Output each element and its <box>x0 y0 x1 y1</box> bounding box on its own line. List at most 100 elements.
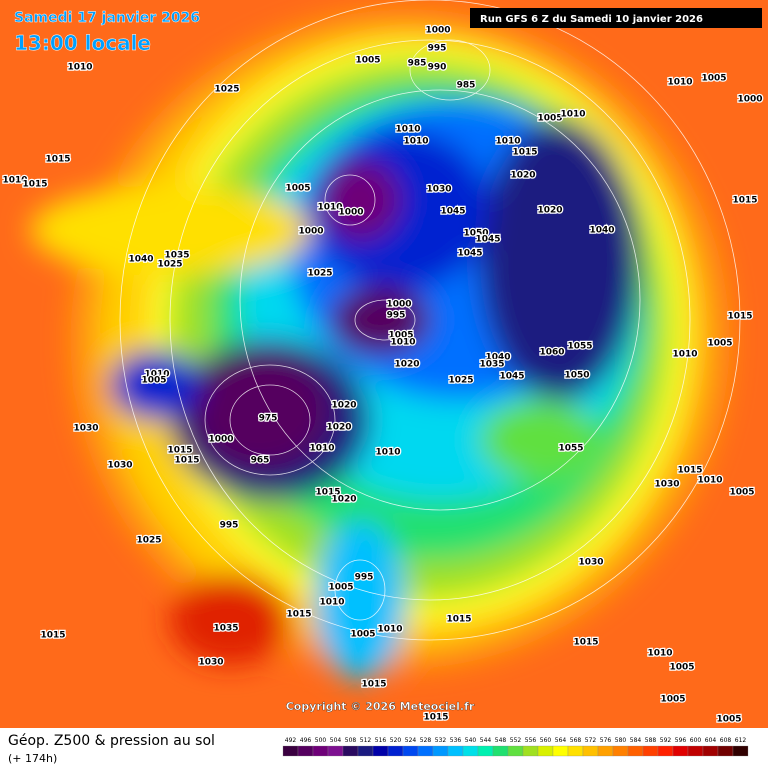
isobar-label: 1005 <box>285 184 310 194</box>
scale-label: 492 <box>285 737 297 744</box>
isobar-label: 1005 <box>328 583 353 593</box>
scale-cell <box>387 745 404 757</box>
isobar-label: 1050 <box>564 371 589 381</box>
scale-label: 544 <box>480 737 492 744</box>
scale-cell <box>327 745 344 757</box>
isobar-label: 965 <box>251 456 270 466</box>
scale-cell <box>717 745 734 757</box>
isobar-label: 1005 <box>537 114 562 124</box>
isobar-label: 1035 <box>164 251 189 261</box>
scale-label: 508 <box>345 737 357 744</box>
scale-label: 596 <box>675 737 687 744</box>
isobar-label: 1005 <box>729 488 754 498</box>
scale-label: 612 <box>735 737 747 744</box>
isobar-label: 1010 <box>144 370 169 380</box>
isobar-label: 995 <box>387 311 406 321</box>
isobar-label: 1040 <box>485 353 510 363</box>
scale-label: 572 <box>585 737 597 744</box>
isobar-label: 1015 <box>40 631 65 641</box>
isobar-label: 1010 <box>2 176 27 186</box>
scale-cell <box>567 745 584 757</box>
isobar-label: 1005 <box>660 695 685 705</box>
isobar-label: 1000 <box>386 300 411 310</box>
scale-label: 528 <box>420 737 432 744</box>
isobar-label: 1005 <box>350 630 375 640</box>
isobar-label: 1045 <box>457 249 482 259</box>
scale-label: 536 <box>450 737 462 744</box>
isobar-label: 1030 <box>73 424 98 434</box>
isobar-label: 1015 <box>677 466 702 476</box>
isobar-label: 1005 <box>707 339 732 349</box>
isobar-label: 1015 <box>423 713 448 723</box>
scale-label: 560 <box>540 737 552 744</box>
isobar-label: 1035 <box>213 624 238 634</box>
isobar-label: 1000 <box>425 26 450 36</box>
copyright: Copyright © 2026 Meteociel.fr <box>286 700 475 713</box>
scale-cell <box>732 745 749 757</box>
isobar-label: 985 <box>408 59 427 69</box>
run-box <box>470 8 762 28</box>
isobar-label: 995 <box>428 44 447 54</box>
isobar-label: 1000 <box>737 95 762 105</box>
scale-cell <box>492 745 509 757</box>
isobar-label: 1010 <box>390 338 415 348</box>
scale-label: 568 <box>570 737 582 744</box>
isobar-label: 1040 <box>589 226 614 236</box>
isobar-label: 1055 <box>567 342 592 352</box>
isobar-label: 1005 <box>669 663 694 673</box>
scale-cell <box>402 745 419 757</box>
scale-cell <box>357 745 374 757</box>
scale-cell <box>477 745 494 757</box>
isobar-label: 1010 <box>377 625 402 635</box>
lead-time: (+ 174h) <box>8 752 57 765</box>
isobar-label: 1015 <box>45 155 70 165</box>
isobar-label: 1020 <box>331 401 356 411</box>
scale-cell <box>297 745 314 757</box>
scale-label: 548 <box>495 737 507 744</box>
isobar-label: 1010 <box>560 110 585 120</box>
scale-label: 580 <box>615 737 627 744</box>
scale-cell <box>282 745 299 757</box>
scale-cell <box>597 745 614 757</box>
isobar-label: 1015 <box>446 615 471 625</box>
isobar-label: 1045 <box>440 207 465 217</box>
isobar-label: 975 <box>259 414 278 424</box>
isobar-label: 1020 <box>537 206 562 216</box>
isobar-label: 1010 <box>319 598 344 608</box>
isobar-label: 1015 <box>174 456 199 466</box>
isobar-label: 1010 <box>672 350 697 360</box>
isobar-label: 1055 <box>558 444 583 454</box>
scale-cell <box>687 745 704 757</box>
isobar-label: 1015 <box>573 638 598 648</box>
isobar-label: 1030 <box>426 185 451 195</box>
isobar-label: 1005 <box>355 56 380 66</box>
scale-cell <box>672 745 689 757</box>
isobar-label: 1000 <box>208 435 233 445</box>
scale-label: 500 <box>315 737 327 744</box>
scale-label: 584 <box>630 737 642 744</box>
scale-cell <box>642 745 659 757</box>
isobar-label: 1035 <box>479 360 504 370</box>
isobar-label: 1020 <box>510 171 535 181</box>
isobar-label: 1015 <box>286 610 311 620</box>
scale-label: 564 <box>555 737 567 744</box>
scale-cell <box>657 745 674 757</box>
isobar-label: 1025 <box>157 260 182 270</box>
isobar-label: 1015 <box>167 446 192 456</box>
isobar-label: 1025 <box>214 85 239 95</box>
scale-cell <box>312 745 329 757</box>
isobar-label: 1020 <box>326 423 351 433</box>
isobar-label: 1030 <box>107 461 132 471</box>
scale-cell <box>417 745 434 757</box>
scale-label: 512 <box>360 737 372 744</box>
scale-cell <box>507 745 524 757</box>
scale-cell <box>432 745 449 757</box>
isobar-label: 1025 <box>136 536 161 546</box>
isobar-label: 1010 <box>403 137 428 147</box>
scale-label: 608 <box>720 737 732 744</box>
isobar-label: 1030 <box>578 558 603 568</box>
scale-cell <box>522 745 539 757</box>
isobar-label: 1010 <box>667 78 692 88</box>
